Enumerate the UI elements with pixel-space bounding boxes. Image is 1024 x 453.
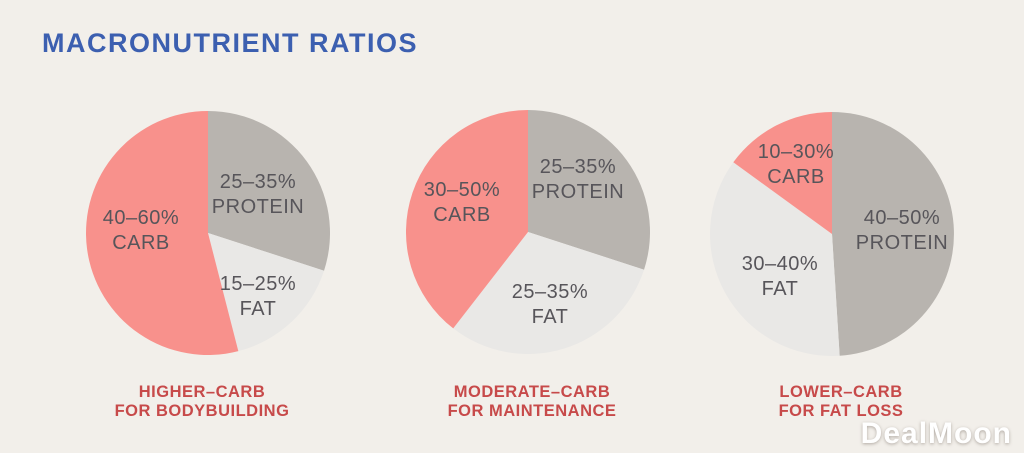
pie-slice-protein	[528, 110, 650, 270]
slice-range: 30–50%	[423, 179, 501, 201]
slice-label-carb: 10–30% CARB	[721, 140, 871, 190]
slice-nutrient: FAT	[761, 278, 799, 300]
slice-range: 30–40%	[741, 253, 819, 275]
slice-nutrient: FAT	[239, 298, 277, 320]
pie-slice-fat	[208, 233, 325, 352]
slice-label-fat: 30–40% FAT	[705, 252, 855, 302]
slice-nutrient: CARB	[433, 204, 491, 226]
pie-slice-protein	[832, 112, 954, 356]
caption-line: MODERATE–CARB	[453, 383, 611, 401]
slice-label-protein: 25–35% PROTEIN	[183, 170, 333, 220]
caption-line: HIGHER–CARB	[138, 383, 266, 401]
slice-nutrient: CARB	[112, 232, 170, 254]
pie-slice-carb	[406, 110, 528, 329]
pie-svg-higher-carb	[86, 111, 330, 355]
slice-label-fat: 25–35% FAT	[475, 280, 625, 330]
pie-caption-moderate-carb: MODERATE–CARB FOR MAINTENANCE	[392, 383, 672, 421]
caption-line: FOR BODYBUILDING	[114, 402, 290, 420]
caption-line: FOR FAT LOSS	[778, 402, 904, 420]
slice-range: 25–35%	[539, 156, 617, 178]
pie-svg-lower-carb	[710, 112, 954, 356]
pie-chart-moderate-carb	[406, 110, 650, 354]
slice-nutrient: PROTEIN	[211, 196, 305, 218]
pie-caption-higher-carb: HIGHER–CARB FOR BODYBUILDING	[62, 383, 342, 421]
dealmoon-watermark: DealMoon	[860, 417, 1012, 450]
slice-label-fat: 15–25% FAT	[183, 272, 333, 322]
pie-slice-carb	[86, 111, 239, 355]
slice-label-carb: 40–60% CARB	[66, 206, 216, 256]
slice-range: 15–25%	[219, 273, 297, 295]
slice-range: 25–35%	[511, 281, 589, 303]
pie-svg-moderate-carb	[406, 110, 650, 354]
slice-label-protein: 25–35% PROTEIN	[503, 155, 653, 205]
caption-line: FOR MAINTENANCE	[447, 402, 617, 420]
slice-nutrient: PROTEIN	[855, 232, 949, 254]
caption-line: LOWER–CARB	[779, 383, 903, 401]
pie-chart-lower-carb	[710, 112, 954, 356]
slice-label-protein: 40–50% PROTEIN	[827, 206, 977, 256]
pie-slice-fat	[710, 162, 840, 356]
slice-nutrient: PROTEIN	[531, 181, 625, 203]
pie-slice-protein	[208, 111, 330, 271]
pie-caption-lower-carb: LOWER–CARB FOR FAT LOSS	[701, 383, 981, 421]
slice-range: 25–35%	[219, 171, 297, 193]
slice-nutrient: FAT	[531, 306, 569, 328]
page-title: MACRONUTRIENT RATIOS	[42, 28, 418, 58]
slice-nutrient: CARB	[767, 166, 825, 188]
pie-chart-higher-carb	[86, 111, 330, 355]
slice-range: 40–50%	[863, 207, 941, 229]
pie-slice-carb	[733, 112, 832, 234]
slice-range: 40–60%	[102, 207, 180, 229]
slice-range: 10–30%	[757, 141, 835, 163]
slice-label-carb: 30–50% CARB	[387, 178, 537, 228]
pie-slice-fat	[453, 232, 645, 354]
